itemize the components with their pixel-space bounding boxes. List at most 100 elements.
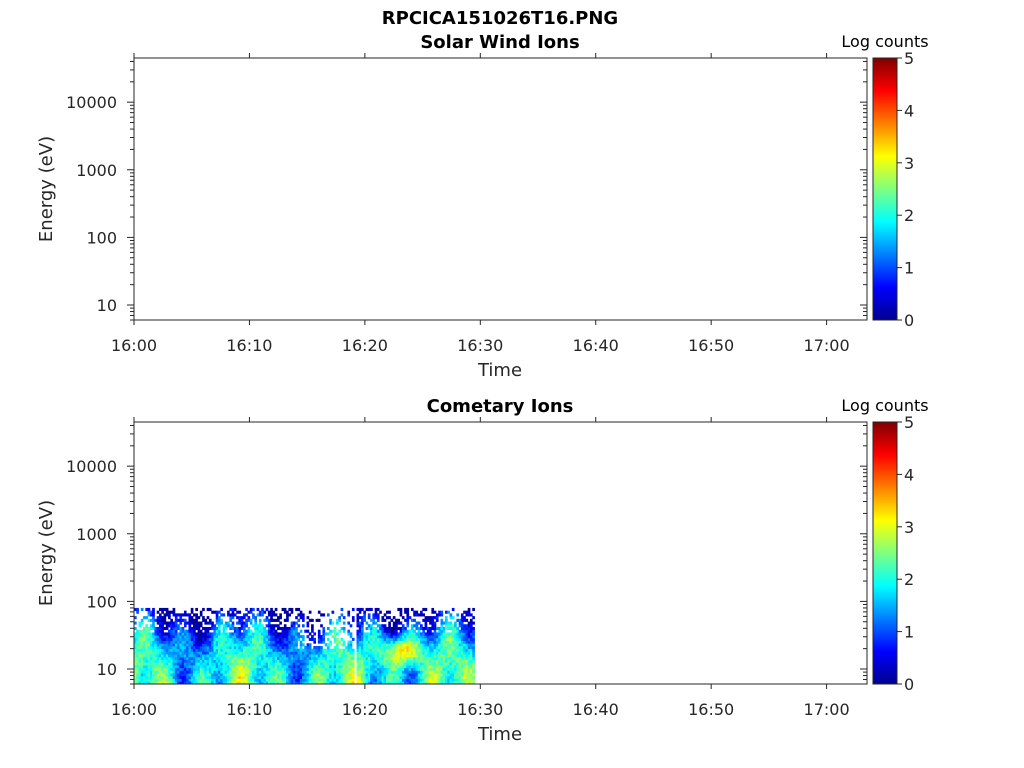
heatmap-cell — [417, 651, 421, 655]
heatmap-cell — [397, 645, 401, 650]
heatmap-cell — [181, 678, 185, 682]
heatmap-cell — [308, 678, 312, 682]
heatmap-cell — [299, 656, 303, 660]
heatmap-cell — [370, 607, 373, 612]
heatmap-cell — [286, 629, 289, 633]
heatmap-cell — [263, 618, 267, 622]
heatmap-cell — [263, 626, 267, 631]
y-axis-label: Energy (eV) — [36, 500, 57, 606]
heatmap-cell — [445, 659, 448, 663]
heatmap-cell — [447, 673, 450, 677]
colorbar-tick-label: 4 — [904, 465, 914, 484]
heatmap-cell — [322, 675, 326, 679]
heatmap-cell — [206, 681, 210, 684]
heatmap-cell — [156, 651, 160, 655]
heatmap-cell — [317, 635, 321, 639]
colorbar-tick-label: 1 — [904, 623, 914, 642]
heatmap-cell — [311, 635, 314, 639]
heatmap-cell — [458, 643, 462, 647]
heatmap-cell — [438, 673, 441, 677]
heatmap-cell — [447, 635, 450, 639]
heatmap-cell — [370, 667, 373, 671]
heatmap-cell — [156, 678, 160, 682]
y-tick-label: 100 — [86, 228, 117, 247]
heatmap-cell — [326, 667, 330, 671]
heatmap-cell — [211, 632, 214, 636]
heatmap-cell — [227, 667, 230, 671]
heatmap-cell — [313, 659, 317, 663]
heatmap-cell — [245, 621, 248, 625]
heatmap-cell — [267, 626, 271, 631]
heatmap-cell — [420, 648, 423, 652]
heatmap-cell — [331, 610, 335, 614]
heatmap-cell — [345, 670, 348, 674]
heatmap-cell — [363, 651, 366, 655]
heatmap-cell — [388, 632, 391, 636]
heatmap-cell — [451, 662, 455, 666]
heatmap-cell — [290, 643, 294, 647]
heatmap-cell — [420, 678, 423, 682]
heatmap-cell — [297, 662, 301, 666]
heatmap-cell — [426, 662, 430, 666]
heatmap-cell — [163, 613, 167, 617]
heatmap-cell — [395, 629, 398, 633]
heatmap-cell — [177, 673, 180, 677]
heatmap-cell — [224, 667, 228, 671]
heatmap-cell — [292, 626, 296, 631]
heatmap-cell — [156, 643, 160, 647]
heatmap-cell — [174, 651, 178, 655]
heatmap-cell — [370, 662, 373, 666]
heatmap-cell — [426, 673, 430, 677]
heatmap-cell — [231, 643, 235, 647]
heatmap-cell — [338, 673, 341, 677]
heatmap-cell — [231, 675, 235, 679]
heatmap-cell — [224, 675, 228, 679]
heatmap-cell — [365, 621, 369, 625]
heatmap-cell — [435, 616, 439, 620]
heatmap-cell — [224, 621, 228, 625]
heatmap-cell — [231, 645, 235, 650]
heatmap-cell — [435, 654, 439, 658]
heatmap-cell — [240, 662, 244, 666]
heatmap-cell — [170, 629, 173, 633]
heatmap-cell — [426, 637, 430, 641]
heatmap-cell — [177, 637, 180, 641]
heatmap-cell — [286, 643, 289, 647]
heatmap-cell — [467, 626, 471, 631]
heatmap-cell — [158, 637, 162, 641]
heatmap-cell — [390, 659, 394, 663]
heatmap-cell — [365, 626, 369, 631]
heatmap-cell — [317, 659, 321, 663]
heatmap-cell — [410, 673, 414, 677]
heatmap-cell — [195, 637, 198, 641]
heatmap-cell — [413, 659, 416, 663]
heatmap-cell — [463, 624, 466, 628]
heatmap-cell — [288, 675, 292, 679]
heatmap-cell — [288, 656, 292, 660]
heatmap-cell — [424, 656, 428, 660]
heatmap-cell — [224, 656, 228, 660]
heatmap-cell — [211, 640, 214, 644]
heatmap-cell — [190, 648, 194, 652]
heatmap-cell — [279, 673, 282, 677]
heatmap-cell — [379, 626, 382, 631]
heatmap-cell — [469, 629, 473, 633]
heatmap-cell — [236, 648, 239, 652]
heatmap-cell — [206, 673, 210, 677]
heatmap-cell — [181, 656, 185, 660]
heatmap-cell — [265, 667, 269, 671]
heatmap-cell — [136, 654, 139, 658]
heatmap-cell — [158, 645, 162, 650]
heatmap-cell — [295, 651, 298, 655]
heatmap-cell — [438, 632, 441, 636]
heatmap-cell — [454, 662, 457, 666]
heatmap-cell — [456, 643, 460, 647]
heatmap-cell — [286, 651, 289, 655]
heatmap-cell — [231, 667, 235, 671]
heatmap-cell — [270, 667, 273, 671]
heatmap-cell — [145, 626, 149, 631]
heatmap-cell — [213, 673, 217, 677]
heatmap-cell — [197, 624, 201, 628]
heatmap-cell — [156, 673, 160, 677]
heatmap-cell — [347, 678, 351, 682]
